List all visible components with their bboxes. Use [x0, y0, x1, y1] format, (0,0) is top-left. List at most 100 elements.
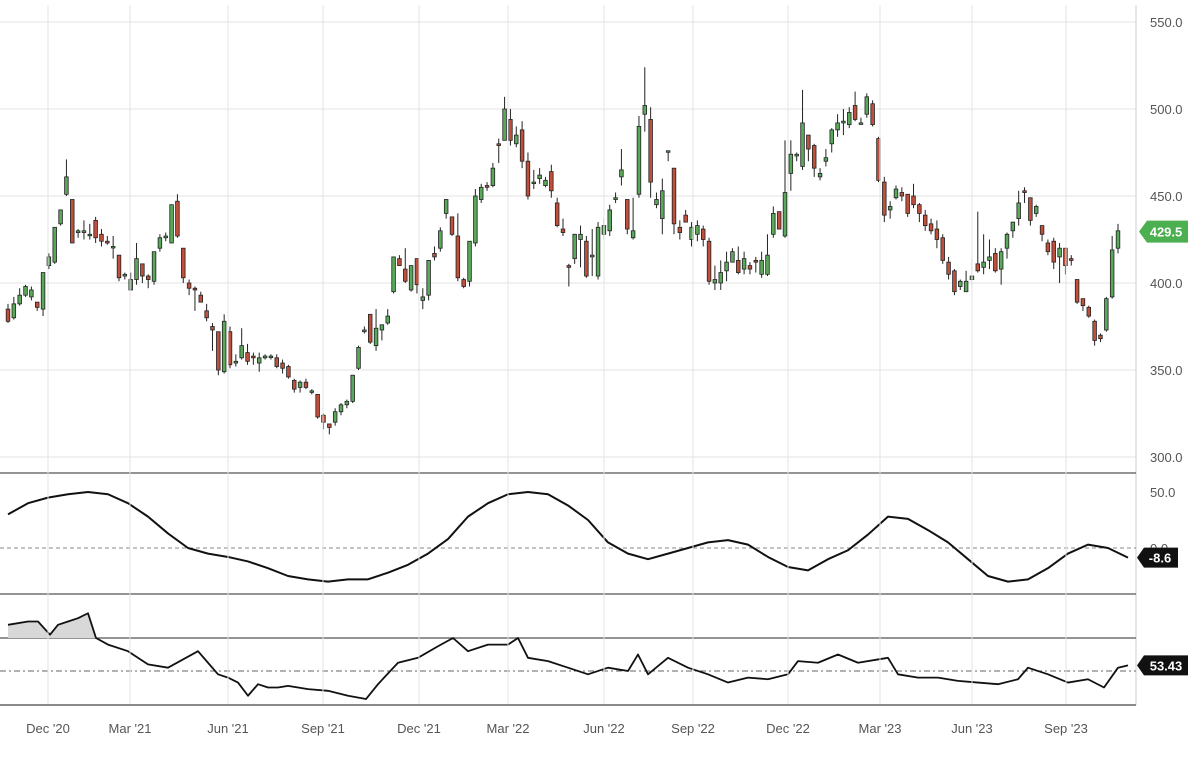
candle-body-up	[309, 390, 315, 393]
candle-body-down	[1086, 306, 1092, 317]
candle-body-up	[29, 289, 34, 298]
candle	[34, 301, 40, 311]
candle-body-up	[887, 206, 893, 211]
candle-body-down	[928, 223, 934, 232]
candle	[683, 209, 688, 223]
candle-body-down	[204, 310, 209, 319]
candle	[864, 93, 870, 118]
y-tick-label: 300.0	[1150, 450, 1183, 465]
oscillator-panel: 50.00.0-8.6	[0, 485, 1178, 595]
candle-body-up	[794, 153, 799, 157]
candle-body-up	[52, 226, 57, 263]
candle-body-down	[315, 393, 320, 418]
candle-body-up	[823, 157, 829, 162]
candle-body-down	[1074, 279, 1080, 303]
y-tick-label: 500.0	[1150, 102, 1183, 117]
candle-body-down	[1045, 242, 1051, 253]
candle-body-down	[227, 331, 233, 366]
candle-body-down	[251, 355, 256, 359]
candle	[151, 251, 157, 285]
candle-body-up	[958, 280, 963, 287]
candle	[350, 374, 355, 404]
candle	[1039, 225, 1045, 242]
rsi-last-badge: 53.43	[1137, 655, 1188, 676]
candle	[338, 403, 344, 416]
candle	[958, 279, 963, 290]
candle-body-down	[677, 226, 683, 233]
candle-body-down	[525, 160, 531, 197]
candle-body-up	[595, 226, 601, 277]
candle-body-up	[741, 258, 747, 270]
candle	[940, 234, 945, 264]
candle-body-up	[344, 400, 350, 406]
candle-body-up	[502, 108, 507, 141]
candle	[449, 216, 455, 237]
rsi-line	[7, 612, 1129, 700]
candle	[397, 255, 402, 267]
candle	[455, 213, 461, 282]
candle	[496, 138, 501, 163]
candle-body-up	[157, 237, 163, 249]
candle	[981, 234, 986, 275]
candle-body-down	[753, 259, 759, 263]
candle	[408, 265, 414, 292]
candle-body-up	[221, 320, 227, 373]
candle	[1028, 197, 1033, 226]
candle-body-up	[712, 279, 718, 284]
candle-body-up	[630, 230, 636, 239]
candle	[1051, 237, 1056, 270]
candle-body-up	[122, 273, 128, 277]
candle-body-up	[1004, 233, 1010, 249]
candle	[887, 201, 893, 219]
candle	[303, 378, 309, 390]
candle	[560, 218, 566, 237]
candle	[81, 220, 87, 240]
candle-body-down	[455, 235, 461, 279]
candle-body-down	[280, 362, 285, 369]
candle-body-up	[817, 172, 823, 178]
candle	[367, 313, 373, 344]
candle	[221, 314, 227, 374]
candle	[525, 152, 531, 200]
x-axis: Dec '20 Mar '21 Jun '21 Sep '21 Dec '21 Mar '…	[0, 5, 1136, 736]
candle	[882, 176, 887, 223]
candle	[578, 225, 583, 268]
candle	[239, 328, 244, 360]
candle	[157, 234, 163, 252]
candle	[911, 183, 916, 209]
candle	[175, 194, 180, 238]
candle-body-up	[338, 404, 344, 413]
rsi-badge-shape	[1137, 655, 1188, 676]
candle-body-up	[771, 212, 776, 235]
candle-body-down	[292, 380, 297, 390]
candle-body-up	[356, 346, 361, 369]
candle	[765, 234, 770, 277]
candle-body-down	[327, 423, 332, 428]
candle-body-down	[917, 204, 922, 214]
y-tick-label: 550.0	[1150, 15, 1183, 30]
candle	[210, 323, 215, 351]
candle	[75, 229, 81, 238]
candle	[677, 220, 683, 240]
candle	[654, 192, 659, 209]
candle-body-up	[385, 315, 390, 324]
candle-body-down	[5, 308, 11, 322]
candle-body-down	[736, 259, 741, 273]
candle-body-down	[671, 167, 677, 225]
candle-body-up	[438, 230, 443, 249]
x-tick-label: Dec '20	[26, 721, 70, 736]
candle-body-up	[379, 324, 385, 331]
candle	[327, 423, 332, 435]
candle	[508, 109, 513, 146]
candle	[379, 324, 385, 341]
candle-body-up	[864, 96, 870, 115]
candle	[1092, 319, 1097, 346]
y-tick-label: 350.0	[1150, 363, 1183, 378]
candle-body-down	[1022, 190, 1027, 193]
candle	[782, 140, 788, 238]
candle-body-down	[105, 240, 110, 244]
candle-body-down	[34, 301, 40, 308]
candle-body-down	[145, 275, 151, 280]
candle	[718, 260, 723, 290]
